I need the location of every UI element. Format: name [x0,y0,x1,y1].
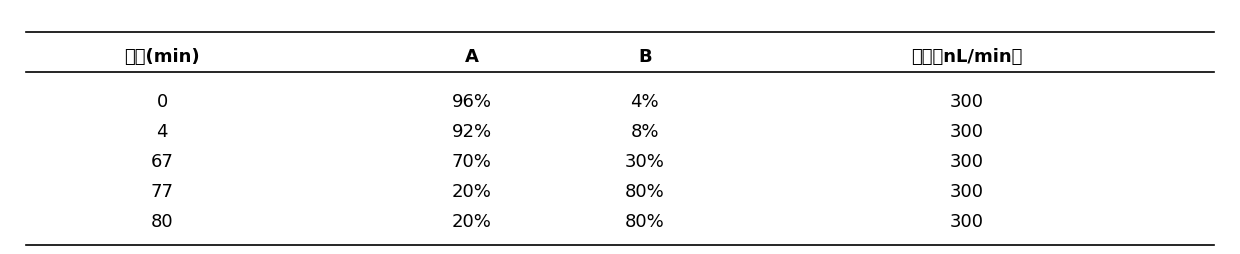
Text: B: B [637,48,651,66]
Text: 30%: 30% [625,153,665,171]
Text: 77: 77 [151,183,174,201]
Text: 92%: 92% [451,123,491,141]
Text: 4%: 4% [630,93,658,111]
Text: 时间(min): 时间(min) [124,48,200,66]
Text: 67: 67 [151,153,174,171]
Text: 80%: 80% [625,213,665,231]
Text: 300: 300 [950,93,983,111]
Text: 0: 0 [156,93,167,111]
Text: 300: 300 [950,153,983,171]
Text: 80%: 80% [625,183,665,201]
Text: 300: 300 [950,213,983,231]
Text: 4: 4 [156,123,167,141]
Text: 300: 300 [950,123,983,141]
Text: 流速（nL/min）: 流速（nL/min） [910,48,1022,66]
Text: 20%: 20% [451,213,491,231]
Text: 20%: 20% [451,183,491,201]
Text: 300: 300 [950,183,983,201]
Text: 96%: 96% [451,93,491,111]
Text: 80: 80 [151,213,174,231]
Text: A: A [465,48,479,66]
Text: 8%: 8% [630,123,658,141]
Text: 70%: 70% [451,153,491,171]
